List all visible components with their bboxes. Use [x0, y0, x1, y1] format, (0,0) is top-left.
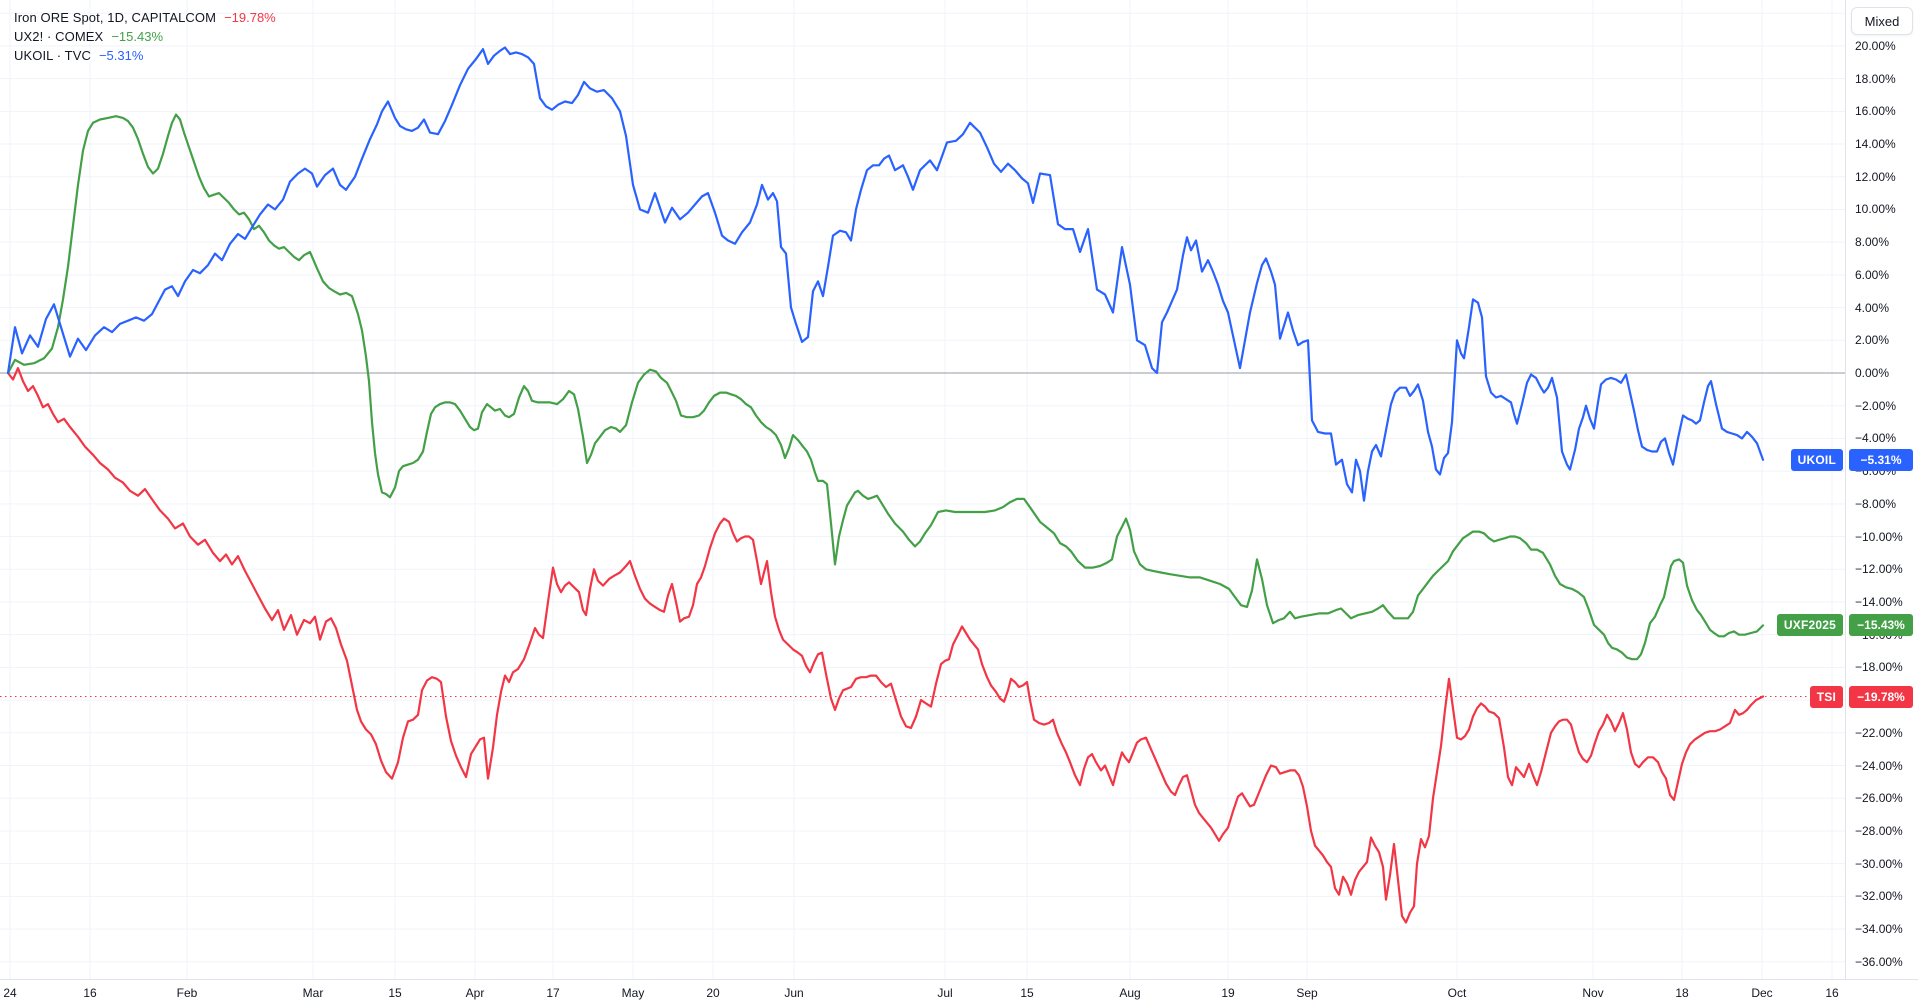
price-tick-label: −8.00%	[1855, 496, 1897, 511]
price-badge-value-ukoil: −5.31%	[1849, 448, 1913, 471]
price-tick-label: 8.00%	[1855, 235, 1890, 250]
time-tick-label: Jul	[937, 986, 953, 1000]
price-tick-label: 2.00%	[1855, 333, 1890, 348]
price-axis[interactable]: Mixed 20.00% 18.00% 16.00% 14.00% 12.00% 10.0…	[1845, 0, 1918, 979]
time-tick-label: 24	[3, 986, 17, 1000]
price-tick-label: −12.00%	[1855, 562, 1903, 577]
legend-title-ukoil: UKOIL · TVC	[14, 48, 91, 63]
time-tick-label: 19	[1221, 986, 1235, 1000]
time-tick-label: 16	[83, 986, 97, 1000]
time-tick-label: Nov	[1582, 986, 1604, 1000]
price-tick-label: 4.00%	[1855, 300, 1890, 315]
price-tick-label: −14.00%	[1855, 594, 1903, 609]
legend-change-ukoil: −5.31%	[98, 48, 144, 63]
time-tick-label: Jun	[784, 986, 804, 1000]
legend-row-ux2[interactable]: UX2! · COMEX −15.43%	[14, 27, 276, 46]
time-tick-label: 15	[1020, 986, 1034, 1000]
time-tick-label: May	[621, 986, 645, 1000]
price-tick-label: −34.00%	[1855, 922, 1903, 937]
time-tick-label: Aug	[1119, 986, 1141, 1000]
time-tick-label: 18	[1675, 986, 1689, 1000]
price-tick-label: 20.00%	[1855, 38, 1896, 53]
legend-change-ironore: −19.78%	[224, 10, 276, 25]
price-tick-label: −2.00%	[1855, 398, 1897, 413]
time-tick-label: Apr	[465, 986, 485, 1000]
price-tick-label: 12.00%	[1855, 169, 1896, 184]
price-tick-label: −24.00%	[1855, 758, 1903, 773]
time-tick-label: 17	[546, 986, 560, 1000]
time-tick-label: 15	[388, 986, 402, 1000]
price-tick-label: −36.00%	[1855, 954, 1903, 969]
time-tick-label: Sep	[1296, 986, 1318, 1000]
time-tick-label: Feb	[176, 986, 198, 1000]
price-tick-label: −18.00%	[1855, 660, 1903, 675]
price-tick-label: −22.00%	[1855, 725, 1903, 740]
series-line-uxf2025[interactable]	[6, 113, 1765, 661]
legend: Iron ORE Spot, 1D, CAPITALCOM −19.78% UX…	[14, 8, 276, 65]
time-tick-label: Oct	[1447, 986, 1467, 1000]
price-badge-value-tsi: −19.78%	[1849, 685, 1913, 708]
price-tick-label: 0.00%	[1855, 366, 1890, 380]
series-line-ukoil[interactable]	[6, 46, 1765, 502]
series-line-tsi[interactable]	[6, 367, 1765, 924]
price-tick-label: −30.00%	[1855, 856, 1903, 871]
legend-title-ironore: Iron ORE Spot, 1D, CAPITALCOM	[14, 10, 217, 25]
price-tick-label: 16.00%	[1855, 104, 1896, 119]
price-tick-label: −26.00%	[1855, 791, 1903, 806]
price-tick-label: 14.00%	[1855, 137, 1896, 152]
time-tick-label: Mar	[302, 986, 324, 1000]
price-tick-label: −4.00%	[1855, 431, 1897, 446]
price-tick-label: 10.00%	[1855, 202, 1896, 217]
time-tick-label: Dec	[1751, 986, 1773, 1000]
price-tick-label: −10.00%	[1855, 529, 1903, 544]
price-tick-label: 18.00%	[1855, 71, 1896, 86]
price-tick-label: −28.00%	[1855, 823, 1903, 838]
price-tick-label: −32.00%	[1855, 889, 1903, 904]
grid-lines	[0, 0, 1846, 979]
time-tick-label: 20	[706, 986, 720, 1000]
time-tick-label: 16	[1825, 986, 1839, 1000]
legend-title-ux2: UX2! · COMEX	[14, 29, 104, 44]
time-axis[interactable]: 24 16 Feb Mar 15 Apr 17 May 20 Jun Jul 15 Aug 19 Sep Oc…	[0, 979, 1918, 1007]
legend-change-ux2: −15.43%	[111, 29, 164, 44]
price-scale-mode-button[interactable]: Mixed	[1851, 7, 1913, 35]
price-badge-value-uxf2025: −15.43%	[1849, 614, 1913, 637]
price-tick-label: 6.00%	[1855, 267, 1890, 282]
legend-row-ironore[interactable]: Iron ORE Spot, 1D, CAPITALCOM −19.78%	[14, 8, 276, 27]
legend-row-ukoil[interactable]: UKOIL · TVC −5.31%	[14, 46, 276, 65]
